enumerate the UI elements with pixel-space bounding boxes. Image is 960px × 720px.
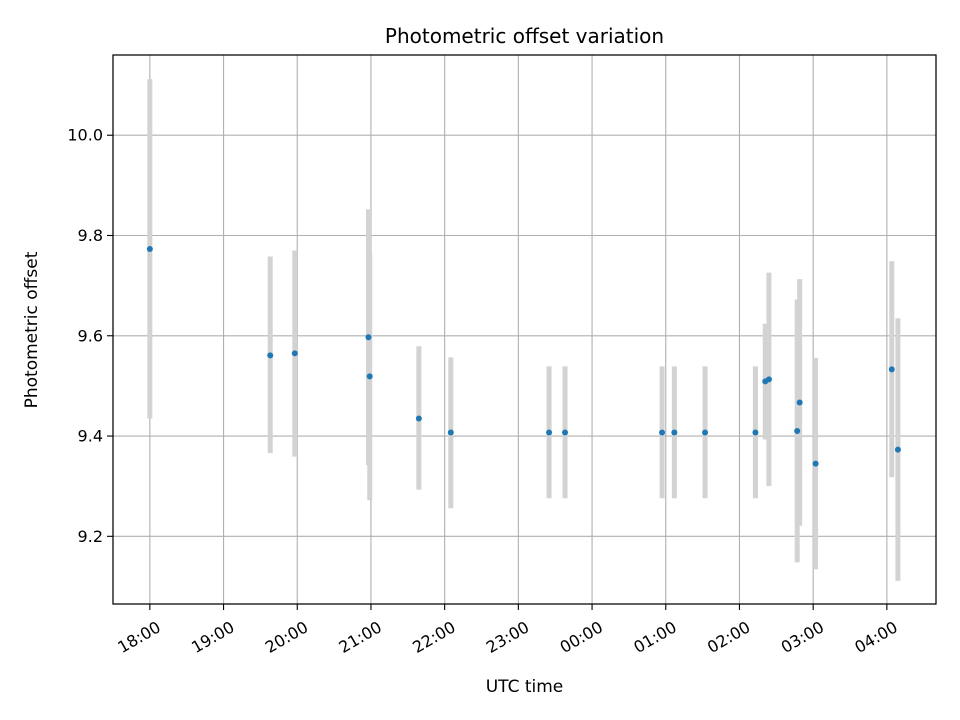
data-point	[447, 429, 454, 436]
y-axis-title: Photometric offset	[22, 251, 42, 408]
data-point	[671, 429, 678, 436]
data-point	[812, 460, 819, 467]
data-point	[546, 429, 553, 436]
data-point	[765, 376, 772, 383]
data-point	[796, 399, 803, 406]
y-tick-label: 9.8	[78, 226, 103, 245]
data-point	[659, 429, 666, 436]
data-point	[894, 446, 901, 453]
chart-title: Photometric offset variation	[385, 24, 664, 48]
data-point	[415, 415, 422, 422]
data-point	[794, 428, 801, 435]
y-tick-label: 9.2	[78, 527, 103, 546]
data-point	[888, 366, 895, 373]
data-point	[752, 429, 759, 436]
data-point	[146, 246, 153, 253]
data-points	[146, 246, 901, 467]
data-point	[702, 429, 709, 436]
x-axis-title: UTC time	[486, 677, 564, 697]
grid	[113, 55, 936, 604]
data-point	[365, 334, 372, 341]
data-point	[366, 373, 373, 380]
plot-area	[112, 54, 937, 605]
data-point	[267, 352, 274, 359]
y-tick-label: 10.0	[67, 126, 103, 145]
y-tick-label: 9.4	[78, 427, 103, 446]
data-point	[562, 429, 569, 436]
data-point	[291, 350, 298, 357]
y-tick-label: 9.6	[78, 326, 103, 345]
